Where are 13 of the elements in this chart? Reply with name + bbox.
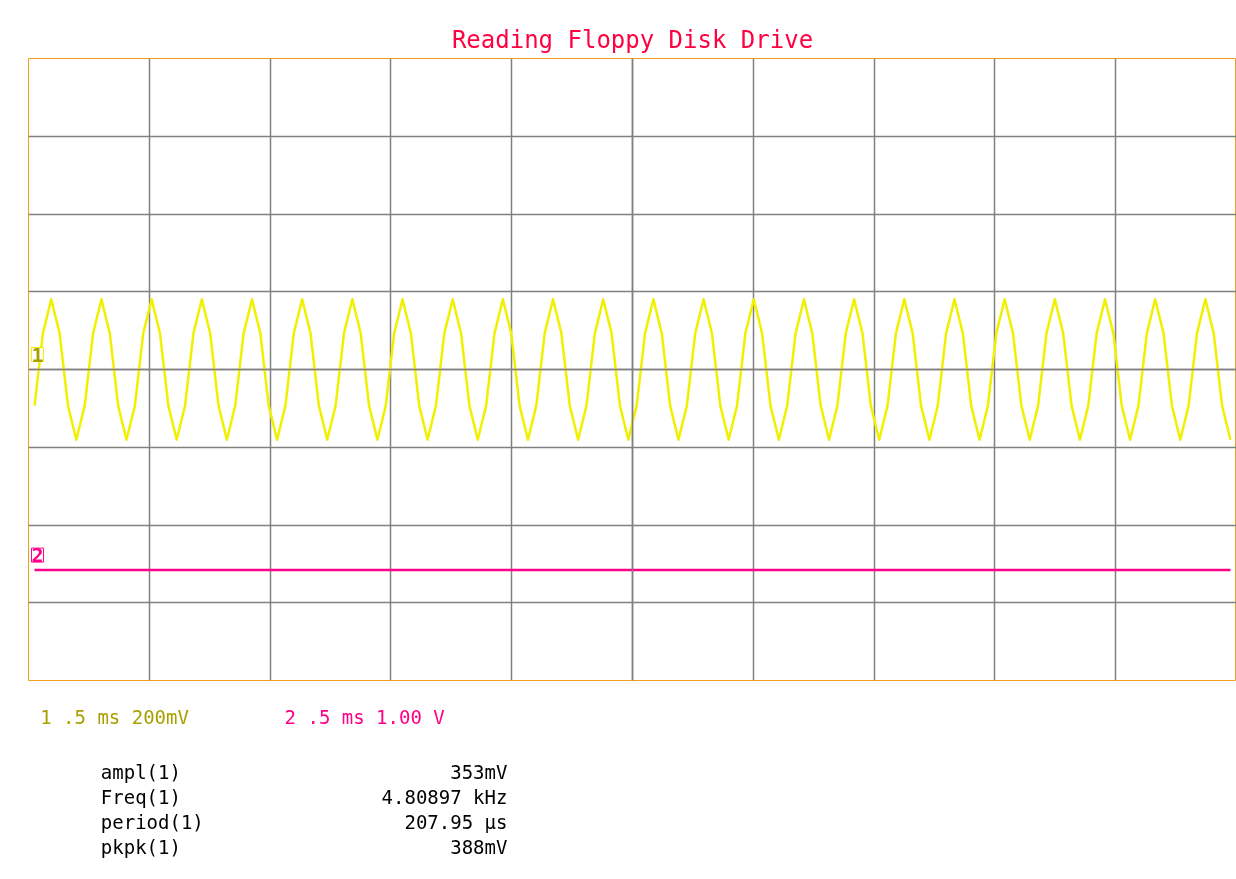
text: 2 .5 ms 1.00 V [284,705,445,728]
text: 1 .5 ms 200mV [40,705,189,728]
text: 353mV [450,760,508,783]
text: period(1) [100,810,204,833]
text: 4.80897 kHz [381,785,508,808]
text: 388mV [450,835,508,858]
series-label: 2 [31,543,44,568]
chart-title: Reading Floppy Disk Drive [451,25,814,54]
text: ampl(1) [100,760,181,783]
series-label: 1 [31,342,44,367]
text: Freq(1) [100,785,181,808]
text: pkpk(1) [100,835,181,858]
text: 207.95 µs [404,810,508,833]
